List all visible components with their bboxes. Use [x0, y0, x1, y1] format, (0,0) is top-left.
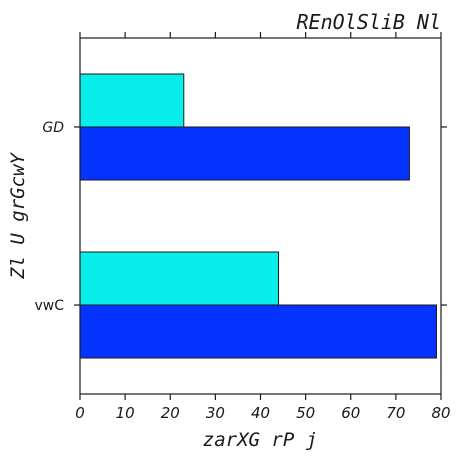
x-axis-ticks: 0 10 20 30 40 50 60 70 80: [75, 32, 451, 422]
x-tick-label: 40: [251, 404, 270, 422]
y-axis-label: Zl U grGcwY: [7, 152, 29, 280]
x-tick-label: 60: [341, 404, 360, 422]
bar-GD-series-2: [79, 73, 185, 128]
x-tick-label: 80: [431, 404, 450, 422]
x-tick-label: 30: [206, 404, 225, 422]
y-tick-label: GD: [42, 120, 64, 136]
x-axis-label: zarXG rP j: [203, 429, 317, 451]
bars-group: [79, 73, 437, 359]
bar-GD-series-1: [79, 126, 410, 181]
bar-vwC-series-1: [79, 304, 437, 359]
x-tick-label: 50: [296, 404, 315, 422]
y-tick-label: vwC: [34, 298, 64, 314]
x-tick-label: 20: [161, 404, 180, 422]
chart-title: REnOlSliB Nl: [297, 10, 442, 34]
x-tick-label: 10: [116, 404, 135, 422]
bar-vwC-series-2: [79, 251, 280, 306]
y-axis-ticks: vwC GD: [34, 120, 447, 314]
x-tick-label: 0: [75, 404, 85, 422]
x-tick-label: 70: [386, 404, 405, 422]
